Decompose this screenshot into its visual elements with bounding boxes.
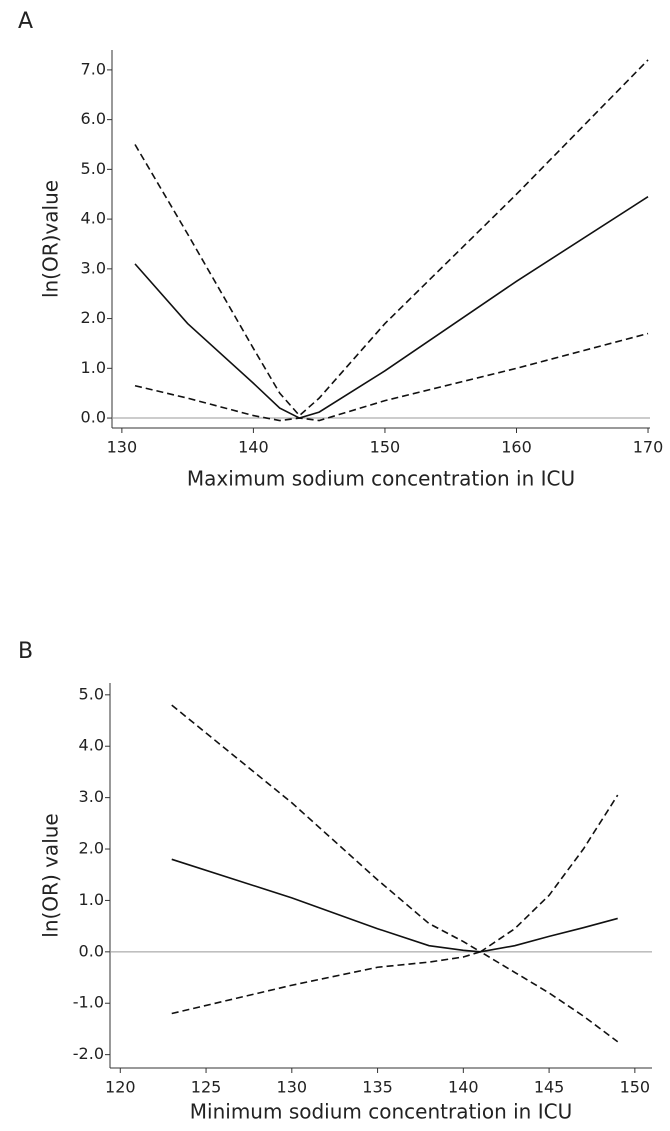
x-tick-label: 140 bbox=[238, 438, 269, 457]
x-tick-label: 130 bbox=[107, 438, 138, 457]
x-tick-label: 130 bbox=[277, 1078, 308, 1097]
estimate-line bbox=[134, 196, 649, 419]
y-tick-label: 5.0 bbox=[79, 684, 104, 703]
y-tick-label: 2.0 bbox=[79, 839, 104, 858]
x-tick-label: 160 bbox=[501, 438, 532, 457]
confidence-line bbox=[134, 59, 649, 417]
x-tick-label: 150 bbox=[370, 438, 401, 457]
x-tick-label: 135 bbox=[362, 1078, 393, 1097]
confidence-line bbox=[171, 950, 619, 1043]
y-tick-label: 3.0 bbox=[81, 258, 106, 277]
x-tick-label: 145 bbox=[534, 1078, 565, 1097]
y-tick-label: 4.0 bbox=[79, 736, 104, 755]
x-axis-label: Minimum sodium concentration in ICU bbox=[190, 1100, 572, 1124]
x-tick-label: 140 bbox=[448, 1078, 479, 1097]
y-tick-label: -1.0 bbox=[73, 993, 104, 1012]
estimate-line bbox=[171, 858, 618, 953]
y-axis-label: ln(OR)value bbox=[39, 180, 63, 298]
y-tick-label: 4.0 bbox=[81, 209, 106, 228]
y-tick-label: 5.0 bbox=[81, 159, 106, 178]
y-tick-label: 6.0 bbox=[81, 109, 106, 128]
y-tick-label: 3.0 bbox=[79, 787, 104, 806]
x-tick-label: 120 bbox=[105, 1078, 136, 1097]
x-tick-label: 170 bbox=[633, 438, 664, 457]
x-tick-label: 125 bbox=[191, 1078, 222, 1097]
y-tick-label: 7.0 bbox=[81, 59, 106, 78]
y-tick-label: -2.0 bbox=[73, 1044, 104, 1063]
confidence-line bbox=[134, 332, 649, 422]
panel-label: A bbox=[18, 9, 33, 34]
panel-label: B bbox=[18, 639, 33, 664]
x-axis-label: Maximum sodium concentration in ICU bbox=[187, 467, 575, 491]
y-tick-label: 0.0 bbox=[81, 408, 106, 427]
confidence-line bbox=[171, 704, 619, 953]
x-tick-label: 150 bbox=[620, 1078, 651, 1097]
y-tick-label: 0.0 bbox=[79, 941, 104, 960]
y-tick-label: 1.0 bbox=[79, 890, 104, 909]
y-tick-label: 1.0 bbox=[81, 358, 106, 377]
y-axis-label: ln(OR) value bbox=[39, 813, 63, 937]
y-tick-label: 2.0 bbox=[81, 308, 106, 327]
